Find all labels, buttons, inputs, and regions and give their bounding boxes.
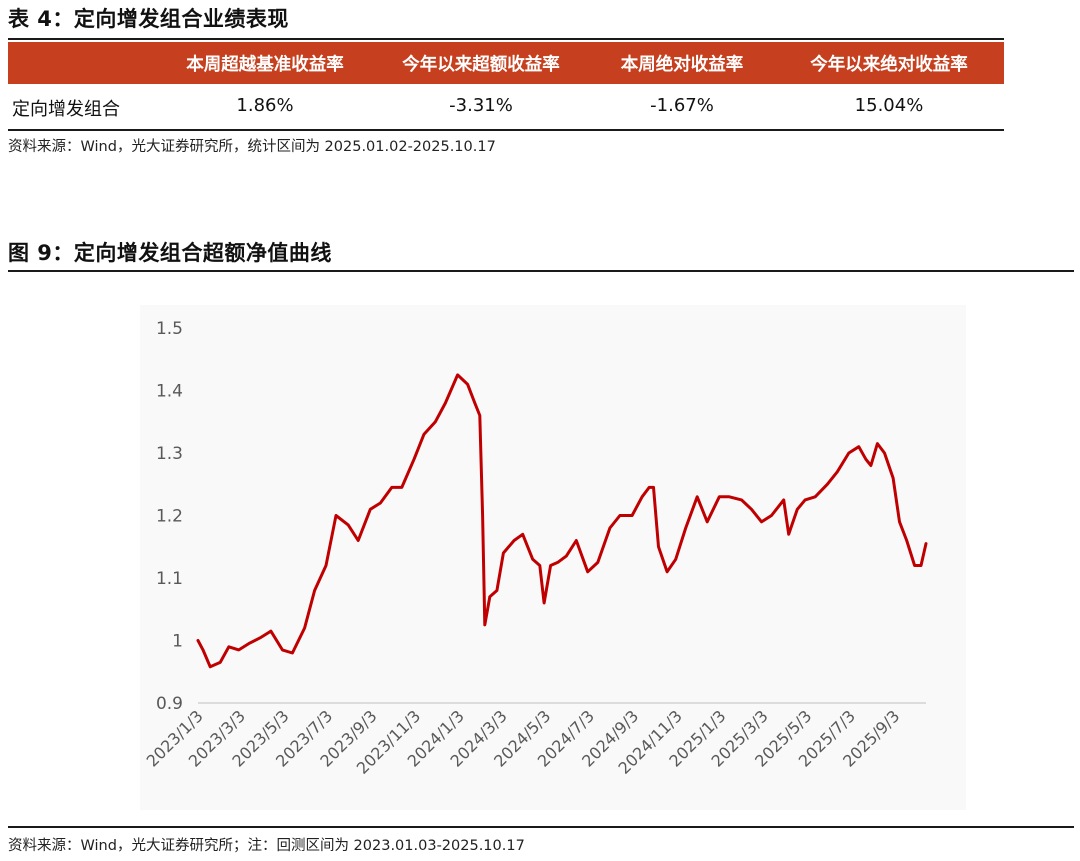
table-title: 表 4：定向增发组合业绩表现 [8, 7, 289, 31]
table-header-4: 今年以来绝对收益率 [810, 55, 968, 75]
chart-title-rule [8, 270, 1074, 272]
y-tick-label: 1.3 [156, 444, 183, 464]
table-header-2: 今年以来超额收益率 [402, 55, 560, 75]
table-row-name: 定向增发组合 [12, 99, 120, 120]
y-tick-label: 1.1 [156, 569, 183, 589]
table-bottom-rule [8, 129, 1004, 131]
y-tick-label: 1 [172, 632, 183, 652]
table-header-band [8, 42, 1004, 84]
table-source-note: 资料来源：Wind，光大证券研究所，统计区间为 2025.01.02-2025.… [8, 139, 496, 155]
table-cell-ytd-abs: 15.04% [854, 95, 924, 116]
y-axis-ticks: 0.9 1 1.1 1.2 1.3 1.4 1.5 [156, 319, 183, 714]
chart-title: 图 9：定向增发组合超额净值曲线 [8, 241, 332, 265]
chart-source-note: 资料来源：Wind，光大证券研究所；注：回测区间为 2023.01.03-202… [8, 838, 525, 854]
series-line-excess-nav [196, 373, 928, 669]
y-tick-label: 1.2 [156, 507, 183, 527]
table-cell-weekly-excess: 1.86% [236, 95, 294, 116]
y-tick-label: 0.9 [156, 694, 183, 714]
chart-bottom-rule [8, 826, 1074, 828]
table-header-1: 本周超越基准收益率 [186, 55, 344, 75]
table-cell-ytd-excess: -3.31% [449, 95, 513, 116]
plot-background [140, 305, 966, 810]
y-tick-label: 1.5 [156, 319, 183, 339]
y-tick-label: 1.4 [156, 382, 183, 402]
table-header-3: 本周绝对收益率 [620, 55, 744, 75]
table-cell-weekly-abs: -1.67% [650, 95, 714, 116]
table-title-rule [8, 38, 1004, 40]
